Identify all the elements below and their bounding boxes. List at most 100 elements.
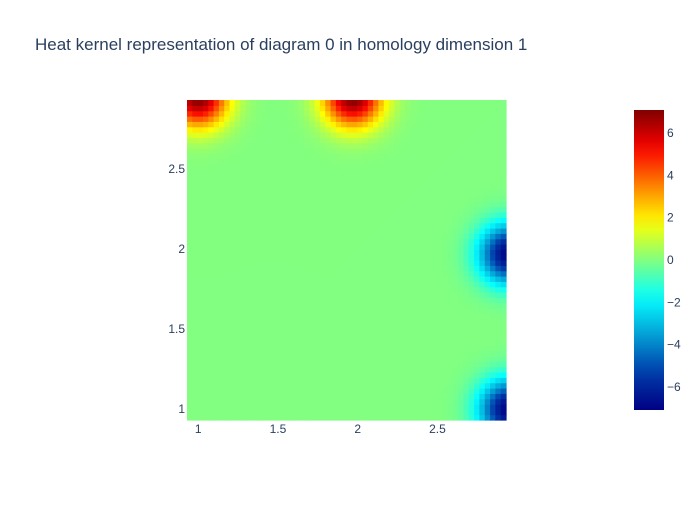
heatmap-cell [208,238,215,245]
heatmap-cell [229,334,236,341]
heatmap-cell [298,345,305,352]
heatmap-cell [293,180,300,186]
heatmap-cell [330,318,337,325]
heatmap-cell [468,100,475,106]
heatmap-cell [245,201,252,208]
heatmap-cell [442,324,449,330]
heatmap-cell [277,174,284,181]
heatmap-cell [266,270,273,277]
heatmap-cell [346,121,353,128]
heatmap-cell [256,212,263,218]
heatmap-cell [415,393,422,400]
heatmap-cell [479,393,486,400]
heatmap-cell [272,174,278,181]
heatmap-cell [394,121,401,128]
heatmap-cell [389,206,395,213]
heatmap-cell [261,356,268,362]
heatmap-cell [479,329,486,336]
heatmap-cell [341,372,348,378]
heatmap-cell [500,126,507,133]
heatmap-cell [192,196,199,202]
heatmap-cell [330,334,337,341]
heatmap-cell [458,382,465,389]
heatmap-cell [335,206,342,213]
heatmap-cell [404,398,411,405]
heatmap-cell [256,286,263,293]
heatmap-cell [293,265,300,272]
heatmap-cell [495,238,502,245]
heatmap-cell [229,169,236,176]
heatmap-cell [490,398,496,405]
heatmap-cell [335,302,342,309]
heatmap-cell [282,350,289,357]
heatmap-cell [202,190,209,197]
heatmap-cell [474,249,481,256]
heatmap-cell [250,105,257,112]
heatmap-cell [426,228,433,234]
heatmap-cell [234,254,241,261]
heatmap-cell [367,196,374,202]
heatmap-cell [256,334,263,341]
heatmap-cell [399,345,406,352]
heatmap-cell [261,233,268,240]
heatmap-cell [325,404,332,410]
heatmap-cell [426,212,433,218]
heatmap-cell [208,260,215,266]
heatmap-cell [245,132,252,138]
heatmap-cell [463,164,470,170]
heatmap-cell [298,121,305,128]
heatmap-cell [335,174,342,181]
heatmap-cell [325,265,332,272]
heatmap-cell [495,260,502,266]
heatmap-cell [490,260,496,266]
heatmap-cell [218,334,225,341]
heatmap-cell [426,286,433,293]
heatmap-cell [218,329,225,336]
heatmap-cell [420,276,427,282]
heatmap-cell [314,276,321,282]
heatmap-cell [484,260,491,266]
heatmap-cell [250,169,257,176]
heatmap-cell [426,404,433,410]
heatmap-cell [474,414,481,421]
heatmap-cell [272,185,278,192]
heatmap-cell [240,308,247,314]
heatmap-cell [474,238,481,245]
heatmap-cell [404,174,411,181]
heatmap-cell [218,286,225,293]
heatmap-cell [362,409,369,416]
heatmap-cell [293,297,300,304]
heatmap-cell [346,137,353,144]
heatmap-cell [468,286,475,293]
heatmap-cell [319,164,326,170]
heatmap-cell [410,377,417,384]
heatmap-cell [325,318,332,325]
heatmap-cell [303,110,310,117]
heatmap-cell [452,185,459,192]
heatmap-cell [250,148,257,154]
heatmap-cell [192,217,199,224]
heatmap-cell [330,142,337,149]
heatmap-cell [277,201,284,208]
colorbar-tick-label: 6 [667,126,674,140]
heatmap-cell [442,398,449,405]
heatmap-cell [484,329,491,336]
heatmap-cell [447,350,454,357]
heatmap-cell [213,153,220,160]
heatmap-cell [240,398,247,405]
heatmap-cell [282,244,289,250]
heatmap-cell [399,238,406,245]
heatmap-cell [447,308,454,314]
heatmap-cell [261,350,268,357]
heatmap-cell [399,100,406,106]
heatmap-cell [282,233,289,240]
heatmap-cell [218,190,225,197]
heatmap-cell [463,153,470,160]
heatmap-cell [495,414,502,421]
heatmap-cell [197,260,204,266]
heatmap-cell [378,313,385,320]
heatmap-cell [240,121,247,128]
heatmap-cell [420,281,427,288]
heatmap-cell [442,414,449,421]
heatmap-cell [303,366,310,373]
